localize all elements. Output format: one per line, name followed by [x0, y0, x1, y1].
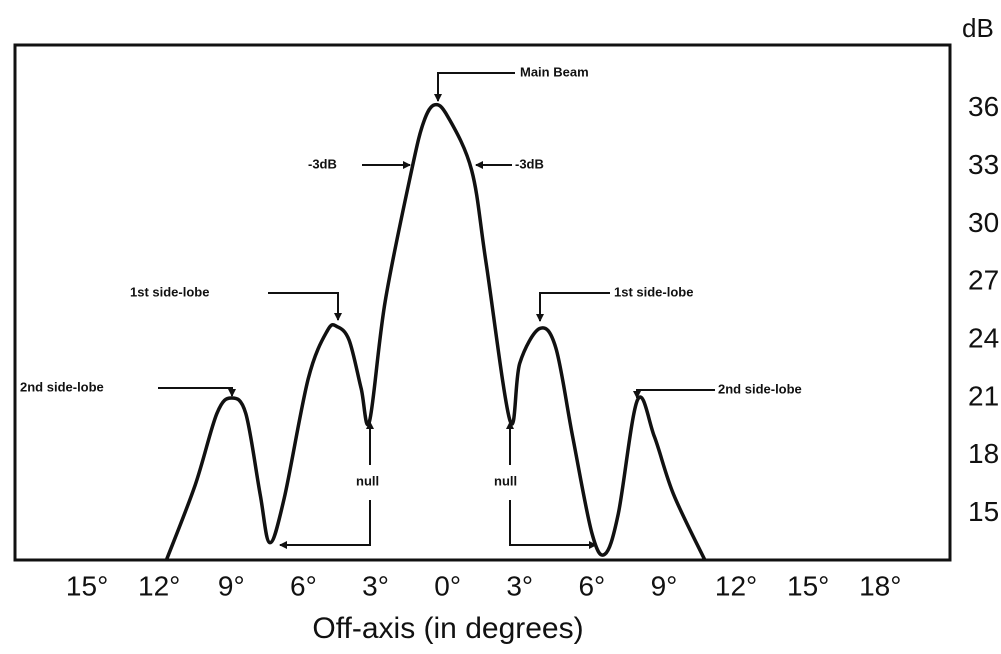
x-tick-label: 12° [715, 570, 757, 601]
x-tick-label: 18° [859, 570, 901, 601]
y-tick-label: 24 [968, 323, 999, 354]
y-tick-label: 21 [968, 380, 999, 411]
x-tick-label: 0° [434, 570, 461, 601]
annotation: null [356, 473, 379, 488]
x-tick-label: 3° [362, 570, 389, 601]
y-tick-label: 15 [968, 496, 999, 527]
y-tick-label: 18 [968, 438, 999, 469]
x-tick-label: 15° [787, 570, 829, 601]
x-tick-label: 9° [651, 570, 678, 601]
annotation: null [494, 473, 517, 488]
annotation: 1st side-lobe [130, 284, 209, 299]
x-tick-label: 3° [506, 570, 533, 601]
plot-frame [13, 43, 952, 562]
x-tick-label: 12° [138, 570, 180, 601]
annotation: 2nd side-lobe [20, 379, 104, 394]
x-axis-label: Off-axis (in degrees) [312, 612, 583, 645]
x-tick-label: 6° [578, 570, 605, 601]
x-tick-label: 6° [290, 570, 317, 601]
y-tick-label: 33 [968, 149, 999, 180]
annotation: -3dB [515, 156, 544, 171]
annotation: 1st side-lobe [614, 284, 693, 299]
x-tick-label: 9° [218, 570, 245, 601]
y-tick-label: 27 [968, 265, 999, 296]
annotation: Main Beam [520, 64, 589, 79]
beam-pattern-line [164, 102, 707, 561]
annotation-arrows [158, 72, 715, 549]
y-axis-label: dB [962, 13, 994, 43]
annotation: -3dB [308, 156, 337, 171]
y-tick-label: 36 [968, 91, 999, 122]
annotation: 2nd side-lobe [718, 381, 802, 396]
x-tick-label: 15° [66, 570, 108, 601]
y-tick-label: 30 [968, 207, 999, 238]
